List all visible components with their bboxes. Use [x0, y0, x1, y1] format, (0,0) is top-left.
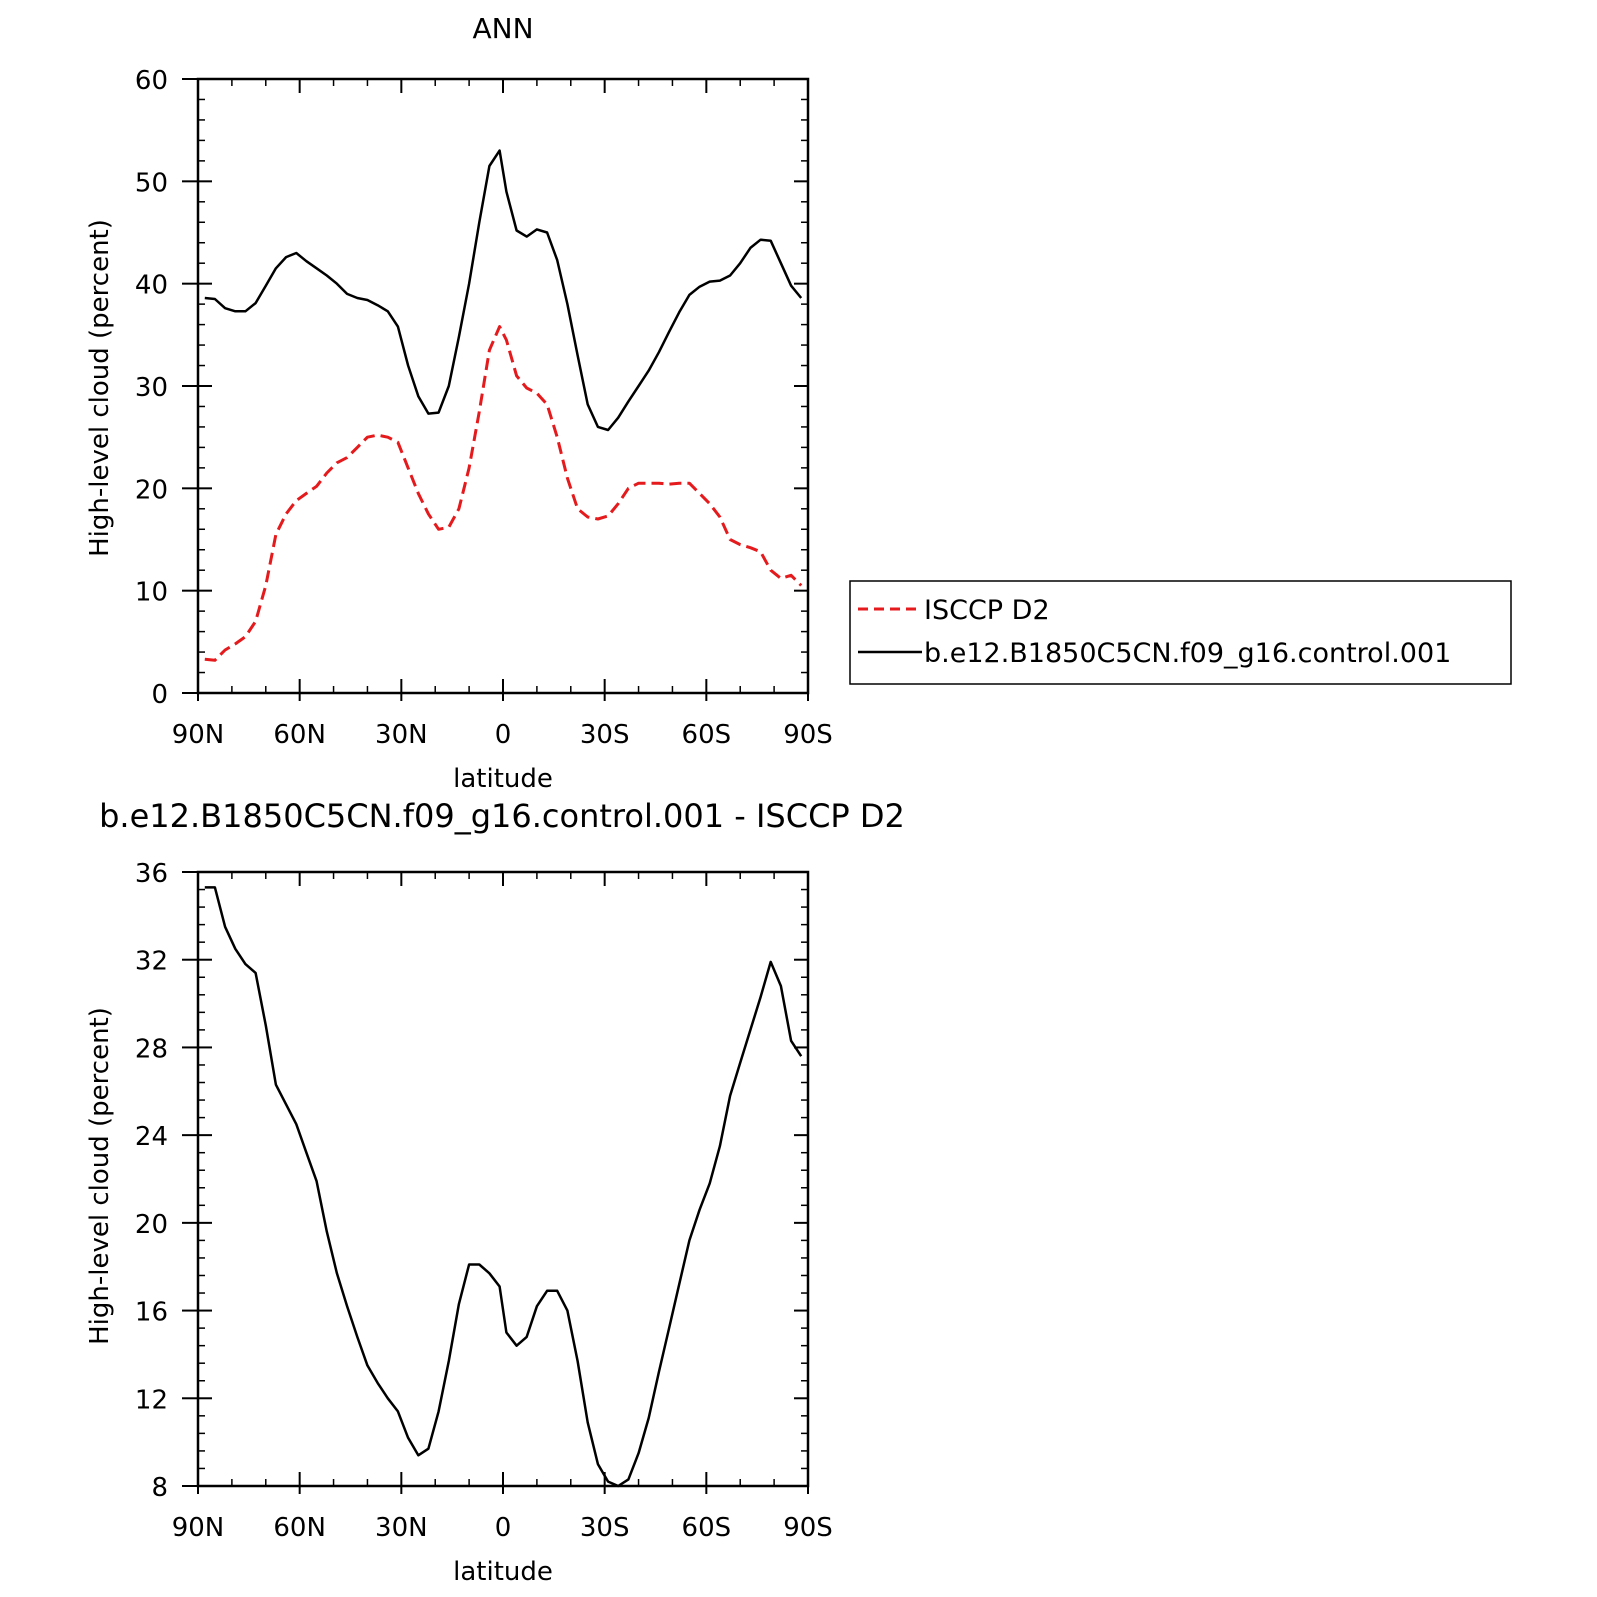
series-line-isccp — [204, 325, 803, 662]
x-tick-label: 0 — [495, 720, 512, 750]
y-tick-label: 20 — [135, 1210, 168, 1240]
top-chart-title: ANN — [472, 12, 533, 45]
x-tick-label: 60S — [682, 1513, 732, 1543]
top-tick-labels: 90N 60N 30N 0 30S 60S 90S 0 10 20 30 40 50 60 — [135, 66, 833, 750]
x-tick-label: 60S — [682, 720, 732, 750]
bottom-panel: b.e12.B1850C5CN.f09_g16.control.001 - IS… — [85, 797, 905, 1587]
x-tick-label: 90N — [172, 720, 225, 750]
bottom-chart-title: b.e12.B1850C5CN.f09_g16.control.001 - IS… — [99, 797, 905, 835]
legend-box — [849, 580, 1512, 685]
y-tick-label: 50 — [135, 168, 168, 198]
y-tick-label: 20 — [135, 475, 168, 505]
y-tick-label: 40 — [135, 271, 168, 301]
bottom-x-axis-label: latitude — [453, 1557, 553, 1587]
y-tick-label: 12 — [135, 1385, 168, 1415]
top-series — [204, 149, 803, 662]
bottom-tick-labels: 90N 60N 30N 0 30S 60S 90S 8 12 16 20 24 28 32 36 — [135, 859, 833, 1543]
y-tick-label: 30 — [135, 373, 168, 403]
legend-label-isccp: ISCCP D2 — [924, 595, 1050, 626]
legend: ISCCP D2 b.e12.B1850C5CN.f09_g16.control… — [849, 580, 1512, 685]
y-tick-label: 28 — [135, 1034, 168, 1064]
x-tick-label: 0 — [495, 1513, 512, 1543]
top-panel: ANN High-level cloud (percent) latitude … — [85, 12, 1512, 794]
x-tick-label: 60N — [273, 1513, 326, 1543]
x-tick-label: 30N — [375, 720, 428, 750]
y-tick-label: 8 — [151, 1473, 168, 1503]
y-tick-label: 36 — [135, 859, 168, 889]
x-tick-label: 30N — [375, 1513, 428, 1543]
top-x-axis-label: latitude — [453, 764, 553, 794]
x-tick-label: 60N — [273, 720, 326, 750]
y-tick-label: 24 — [135, 1122, 168, 1152]
bottom-axis-ticks — [182, 871, 809, 1494]
x-tick-label: 90S — [783, 1513, 833, 1543]
y-tick-label: 0 — [151, 680, 168, 710]
y-tick-label: 60 — [135, 66, 168, 96]
y-tick-label: 10 — [135, 578, 168, 608]
top-axis-ticks — [182, 78, 809, 701]
y-tick-label: 16 — [135, 1298, 168, 1328]
series-line-model — [204, 886, 803, 1488]
top-plot-frame — [196, 77, 810, 695]
series-line-model — [204, 149, 803, 432]
x-tick-label: 30S — [580, 1513, 630, 1543]
y-tick-label: 32 — [135, 947, 168, 977]
top-y-axis-label: High-level cloud (percent) — [85, 219, 115, 557]
bottom-y-axis-label: High-level cloud (percent) — [85, 1007, 115, 1345]
bottom-series — [204, 886, 803, 1488]
legend-label-model: b.e12.B1850C5CN.f09_g16.control.001 — [924, 638, 1451, 669]
x-tick-label: 90N — [172, 1513, 225, 1543]
x-tick-label: 30S — [580, 720, 630, 750]
bottom-plot-frame — [196, 870, 810, 1488]
x-tick-label: 90S — [783, 720, 833, 750]
